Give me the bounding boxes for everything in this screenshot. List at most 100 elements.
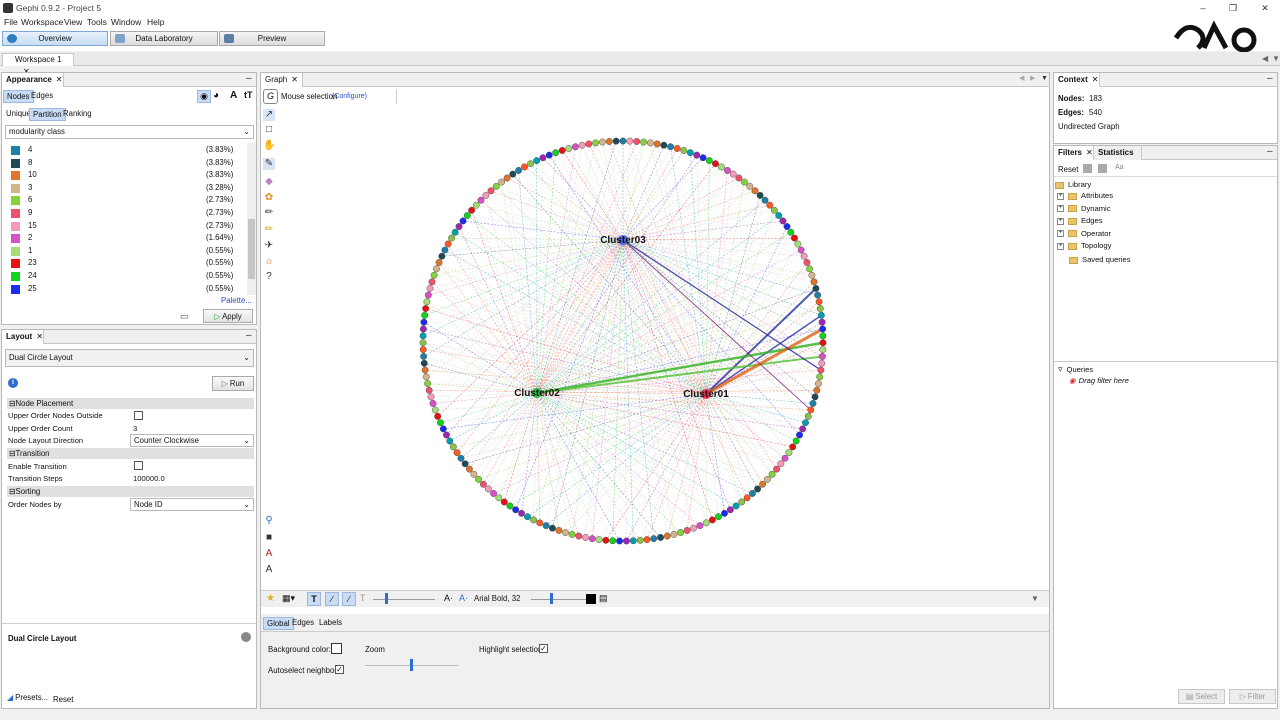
graph-node[interactable] [741,178,748,186]
tab-context[interactable]: Context ✕ [1054,73,1100,87]
graph-node[interactable] [650,535,658,543]
graph-node[interactable] [636,536,644,544]
graph-node[interactable] [797,246,805,254]
heat-map-icon[interactable]: ☼ [264,256,274,267]
partition-attribute-select[interactable]: modularity class ⌄ [5,125,254,139]
graph-node[interactable] [430,271,438,279]
graph-node[interactable] [686,149,694,157]
reset-button[interactable]: Reset [53,695,74,704]
graph-node[interactable] [444,240,452,248]
graph-node[interactable] [426,285,434,292]
graph-node[interactable] [712,160,719,168]
close-icon[interactable]: ✕ [36,332,43,341]
graph-node[interactable] [819,339,827,347]
graph-node[interactable] [485,485,492,493]
partition-color-swatch[interactable] [11,158,20,168]
chevron-down-icon[interactable]: ▼ [1272,54,1280,63]
upper-order-count-input[interactable]: 3 [133,424,138,433]
graph-node[interactable] [480,480,487,488]
graph-node[interactable] [759,480,766,488]
queries-root[interactable]: ▿ Queries [1058,364,1093,375]
font-slider-track[interactable] [531,599,586,600]
graph-node[interactable] [819,332,827,340]
graph-node[interactable] [438,252,446,260]
partition-color-swatch[interactable] [11,246,20,256]
graph-node[interactable] [766,201,774,209]
graph-node[interactable] [629,537,637,545]
minimize-icon[interactable]: – [1267,73,1273,84]
graph-node[interactable] [568,531,576,538]
label-color-icon[interactable]: A [265,548,273,559]
graph-node[interactable] [461,460,469,468]
graph-node[interactable] [818,359,826,367]
graph-node[interactable] [792,437,800,445]
graph-node[interactable] [768,470,776,478]
graph-node[interactable] [696,522,704,530]
graph-node[interactable] [657,534,664,541]
graph-node[interactable] [616,537,623,545]
close-icon[interactable]: ✕ [23,67,30,76]
graph-node[interactable] [439,425,447,433]
graph-node[interactable] [709,516,716,524]
graph-node[interactable] [506,502,514,510]
pencil-tool-icon[interactable]: ✎ [263,158,275,170]
graph-node[interactable] [764,475,771,483]
graph-node[interactable] [781,454,789,462]
graph-node[interactable] [770,206,778,214]
menu-view[interactable]: View [64,17,83,27]
graph-node[interactable] [468,206,476,214]
graph-node[interactable] [585,140,593,148]
size-icon[interactable]: ◕ [213,90,220,101]
graph-node[interactable] [515,167,522,174]
graph-node[interactable] [735,174,743,182]
cluster-hub-node[interactable] [618,235,628,245]
graph-node[interactable] [699,154,707,162]
graph-node[interactable] [453,449,461,457]
graph-node[interactable] [533,157,541,164]
edge-color-icon[interactable]: ∕ [342,592,356,606]
label-settings-icon[interactable]: ▤ [599,593,608,603]
graph-node[interactable] [718,163,725,171]
minimize-icon[interactable]: – [246,330,252,341]
graph-node[interactable] [498,178,505,186]
transition-steps-input[interactable]: 100000.0 [133,474,165,483]
graph-node[interactable] [542,522,550,530]
tab-unique[interactable]: Unique [6,109,31,118]
graph-node[interactable] [555,527,563,534]
graph-node[interactable] [545,151,553,159]
graph-node[interactable] [819,325,827,333]
graph-node[interactable] [605,138,613,145]
tab-partition[interactable]: Partition [29,108,66,121]
graph-node[interactable] [512,506,520,514]
palette-link[interactable]: Palette... [221,296,252,305]
graph-node[interactable] [441,246,449,254]
overview-button[interactable]: Overview [2,31,108,46]
partition-color-swatch[interactable] [11,196,20,206]
graph-node[interactable] [539,154,547,162]
graph-node[interactable] [732,502,740,510]
graph-node[interactable] [677,529,684,536]
presets-button[interactable]: ◢ Presets... [7,693,48,702]
search-filter-icon[interactable]: Aa [1115,164,1124,171]
chevron-down-icon[interactable]: ▼ [1041,75,1048,82]
painter-tool-icon[interactable]: ✿ [264,192,274,203]
mouse-selection-icon[interactable]: G [263,89,278,104]
graph-node[interactable] [810,278,818,286]
rectangle-select-icon[interactable]: □ [265,124,273,135]
drag-tool-icon[interactable]: ✋ [263,140,276,151]
graph-node[interactable] [683,527,691,534]
autoselect-neighbor-checkbox[interactable]: ✓ [335,665,344,674]
partition-color-swatch[interactable] [11,272,20,281]
scrollbar-thumb[interactable] [248,219,255,279]
graph-node[interactable] [749,490,756,497]
chevron-right-icon[interactable]: ▶ [1030,75,1036,82]
graph-node[interactable] [419,332,427,340]
graph-node[interactable] [463,212,471,219]
data-laboratory-button[interactable]: Data Laboratory [110,31,218,46]
graph-node[interactable] [815,298,823,306]
partition-color-swatch[interactable] [11,171,20,181]
graph-node[interactable] [756,191,764,199]
screenshot-icon[interactable]: ▦▾ [282,593,296,603]
library-node[interactable]: Library [1055,180,1091,189]
partition-color-swatch[interactable] [11,146,20,155]
